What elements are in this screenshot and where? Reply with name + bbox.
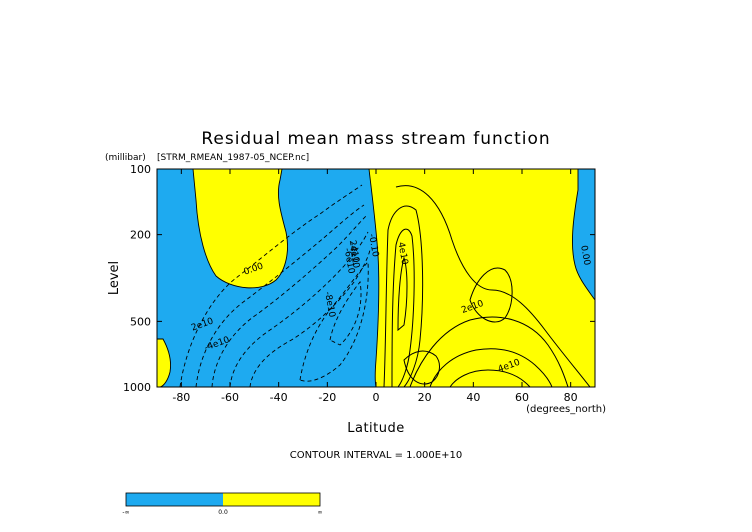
colorbar-label-min: -∞ [122,509,129,516]
negative-contours [179,184,371,387]
chart-title: Residual mean mass stream function [201,129,550,149]
y-axis: 100 200 500 1000 [123,163,595,394]
x-tick-label: 20 [418,391,432,404]
contour-label: 0.00 [578,245,591,267]
y-tick-label: 200 [130,229,151,242]
y-units-label: (millibar) [105,153,146,163]
colorbar-negative [126,493,223,506]
contour-label: 2e10 [347,239,361,263]
x-tick-label: -60 [221,391,239,404]
x-tick-label: 0 [373,391,380,404]
zero-contours [157,169,595,387]
y-tick-label: 100 [130,163,151,176]
positive-region-polar [157,339,171,387]
colorbar-label-zero: 0.0 [218,509,228,516]
colorbar-frame [125,492,321,507]
y-tick-label: 500 [130,315,151,328]
colorbar-label-max: ∞ [318,509,323,516]
x-tick-label: 80 [564,391,578,404]
x-tick-label: 60 [515,391,529,404]
contour-label: -0.10 [366,233,380,258]
x-axis: -80 -60 -40 -20 0 20 40 60 80 [172,169,578,404]
positive-region-main [369,169,595,387]
source-file-label: [STRM_RMEAN_1987-05_NCEP.nc] [157,153,309,163]
contour-label: -4e10 [346,242,360,270]
contour-interval-text: CONTOUR INTERVAL = 1.000E+10 [290,450,462,461]
x-tick-label: -40 [270,391,288,404]
x-axis-label: Latitude [347,421,405,436]
contour-label: 4e10 [395,241,409,265]
colorbar-positive [223,493,320,506]
x-units-label: (degrees_north) [526,404,606,415]
y-tick-label: 1000 [123,381,151,394]
colorbar: -∞ 0.0 ∞ [122,492,323,516]
x-tick-label: -80 [172,391,190,404]
positive-region-upper-left [193,169,288,288]
contour-label: -8e10 [322,291,336,319]
x-tick-label: -20 [318,391,336,404]
x-tick-label: 40 [466,391,480,404]
y-axis-label: Level [107,261,122,295]
positive-contours [383,185,591,387]
contour-label: -6e10 [342,247,356,275]
